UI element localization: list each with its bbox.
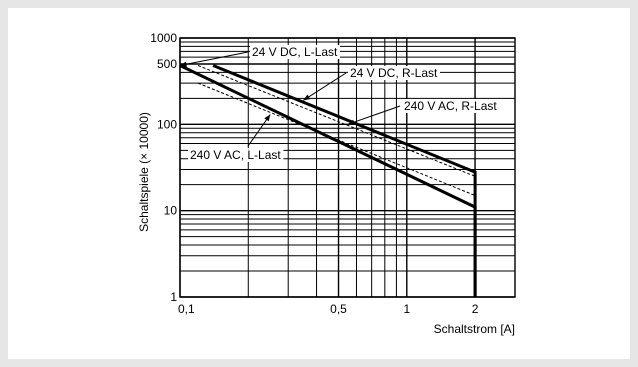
annotation-label: 24 V DC, R-Last	[350, 66, 438, 80]
y-tick-label: 1	[170, 290, 177, 304]
annotation-label-bg	[348, 66, 441, 80]
annotation-leader	[179, 51, 249, 67]
annotation-leader	[303, 72, 347, 101]
annotation-leader	[247, 114, 271, 147]
plot-frame	[179, 37, 516, 298]
x-axis-label: Schaltstrom [A]	[434, 322, 515, 336]
annotation-leader	[347, 105, 401, 125]
annotation-arrowhead	[347, 119, 355, 125]
chart-panel	[8, 8, 630, 359]
x-tick-label: 2	[472, 302, 479, 316]
annotation-label-bg	[250, 45, 341, 59]
annotation-arrowhead	[264, 114, 271, 122]
annotation-label: 24 V DC, L-Last	[252, 45, 338, 59]
tick-layer: 0,1 0,5 1 2 1 10 100 500 1000	[150, 31, 478, 316]
y-tick-label: 1000	[150, 31, 177, 45]
y-axis-label: Schaltspiele (× 10000)	[137, 112, 151, 232]
x-tick-label: 1	[403, 302, 410, 316]
x-tick-label: 0,5	[330, 302, 347, 316]
series-line	[212, 64, 477, 297]
annotation-label-bg	[402, 99, 500, 113]
y-tick-label: 500	[157, 57, 177, 71]
annotation-label-bg	[188, 148, 284, 162]
annotation-arrowhead	[303, 94, 311, 101]
annotation-label: 240 V AC, L-Last	[190, 148, 281, 162]
series-layer	[179, 64, 477, 297]
y-tick-label: 100	[157, 117, 177, 131]
x-tick-label: 0,1	[178, 302, 195, 316]
annotation-arrowhead	[180, 61, 187, 67]
y-tick-label: 10	[164, 204, 178, 218]
annotation-layer: 24 V DC, L-Last 24 V DC, R-Last 240 V AC, …	[179, 45, 500, 162]
annotation-label: 240 V AC, R-Last	[404, 99, 497, 113]
